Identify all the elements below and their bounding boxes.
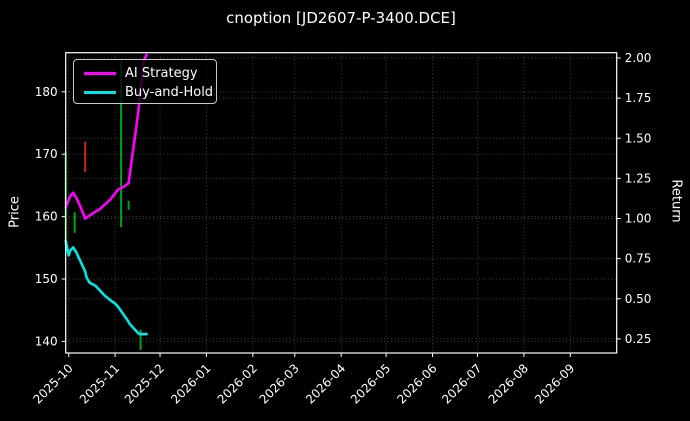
legend-item-ai-strategy: AI Strategy <box>84 64 208 83</box>
return-tick-label: 0.50 <box>625 292 652 306</box>
x-tick-label: 2026-06 <box>394 361 439 406</box>
x-tick-label: 2026-09 <box>532 361 577 406</box>
price-tick-label: 150 <box>35 272 58 286</box>
legend: AI Strategy Buy-and-Hold <box>73 59 217 104</box>
x-tick-label: 2026-07 <box>439 361 484 406</box>
x-tick-label: 2026-05 <box>348 361 393 406</box>
return-tick-label: 1.75 <box>625 91 652 105</box>
legend-label-ai-strategy: AI Strategy <box>125 66 198 81</box>
price-tick-label: 170 <box>35 147 58 161</box>
legend-label-buy-and-hold: Buy-and-Hold <box>125 85 214 100</box>
ai-strategy-line-swatch-icon <box>84 72 116 75</box>
chart-title: cnoption [JD2607-P-3400.DCE] <box>226 9 456 27</box>
return-tick-label: 2.00 <box>625 51 652 65</box>
x-tick-label: 2025-10 <box>30 361 75 406</box>
return-axis-label: Return <box>668 179 684 223</box>
return-tick-label: 0.75 <box>625 252 652 266</box>
x-tick-label: 2025-11 <box>77 361 122 406</box>
price-tick-label: 160 <box>35 210 58 224</box>
x-tick-label: 2026-01 <box>168 361 213 406</box>
return-tick-label: 1.00 <box>625 212 652 226</box>
x-tick-label: 2026-08 <box>486 361 531 406</box>
x-tick-label: 2026-03 <box>257 361 302 406</box>
price-tick-label: 180 <box>35 85 58 99</box>
x-tick-label: 2026-04 <box>303 361 348 406</box>
x-tick-label: 2026-02 <box>215 361 260 406</box>
buy-and-hold-line-swatch-icon <box>84 91 116 94</box>
price-axis-label: Price <box>7 196 23 228</box>
legend-item-buy-and-hold: Buy-and-Hold <box>84 83 213 102</box>
x-tick-label: 2025-12 <box>122 361 167 406</box>
return-tick-label: 1.25 <box>625 171 652 185</box>
return-tick-label: 1.50 <box>625 131 652 145</box>
return-tick-label: 0.25 <box>625 332 652 346</box>
series-line-buy-and-hold <box>64 239 148 336</box>
price-tick-label: 140 <box>35 334 58 348</box>
